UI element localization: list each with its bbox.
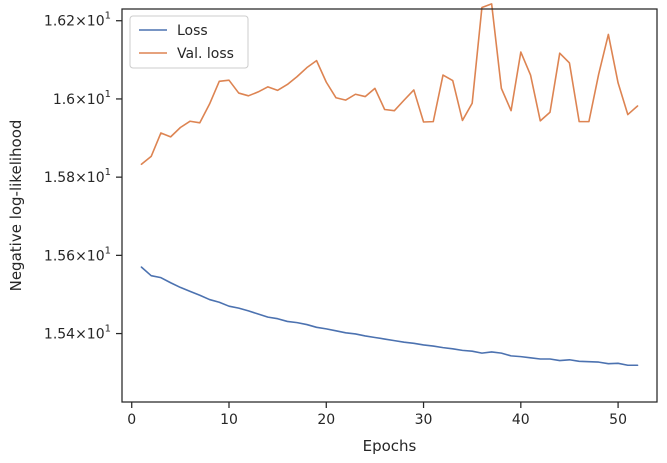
y-tick-label: 1.6×101 [53,89,111,108]
legend-label: Loss [177,23,208,39]
legend: Loss Val. loss [129,15,249,69]
y-tick-label: 1.56×101 [44,245,111,264]
x-tick-label: 10 [220,412,238,428]
x-tick-label: 20 [317,412,335,428]
series-line-val-loss [140,3,639,166]
x-tick-label: 0 [127,412,136,428]
x-axis-label: Epochs [363,437,417,455]
y-tick-label: 1.54×101 [44,324,111,343]
x-tick-label: 30 [415,412,433,428]
plot-frame [121,8,658,403]
legend-label: Val. loss [177,46,234,62]
axes: 0 10 20 30 40 50 1.54×101 1.56×101 1.58×101 1.6×1… [44,8,658,428]
legend-box [129,15,249,69]
y-axis-label: Negative log-likelihood [7,120,25,292]
series-line-loss [140,266,639,367]
x-tick-label: 40 [512,412,530,428]
plot-marks [140,3,639,367]
y-tick-label: 1.62×101 [44,11,111,30]
y-tick-label: 1.58×101 [44,167,111,186]
x-tick-label: 50 [609,412,627,428]
